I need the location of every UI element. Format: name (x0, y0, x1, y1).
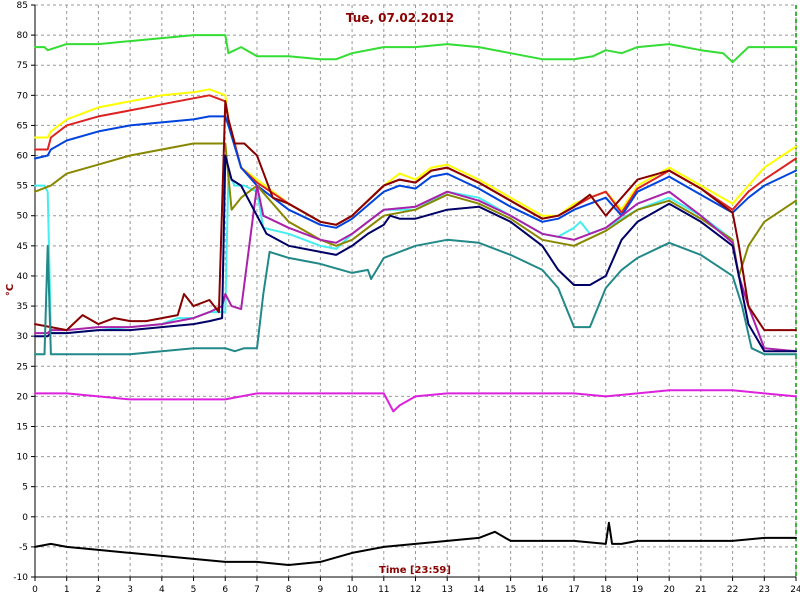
axes: -10-505101520253035404550556065707580850… (13, 1, 800, 595)
x-tick-label: 24 (790, 585, 800, 595)
y-axis-label: °C (5, 284, 16, 296)
y-tick-label: -10 (13, 573, 28, 583)
series-line-4 (34, 115, 797, 229)
x-tick-label: 0 (32, 585, 38, 595)
x-tick-label: 3 (127, 585, 133, 595)
x-tick-label: 18 (600, 585, 612, 595)
y-tick-label: 45 (17, 242, 28, 252)
y-tick-label: 60 (17, 152, 29, 162)
x-tick-label: 15 (505, 585, 516, 595)
y-tick-label: 55 (17, 182, 28, 192)
y-tick-label: 80 (17, 31, 29, 41)
series-line-10 (34, 238, 797, 356)
x-tick-label: 19 (632, 585, 644, 595)
x-axis-label: Time [23:59] (379, 565, 451, 576)
y-tick-label: 15 (17, 422, 28, 432)
x-tick-label: 21 (695, 585, 706, 595)
x-tick-label: 11 (378, 585, 389, 595)
y-tick-label: 70 (17, 91, 29, 101)
series (34, 34, 797, 566)
x-tick-label: 1 (64, 585, 70, 595)
x-tick-label: 14 (473, 585, 485, 595)
y-tick-label: -5 (19, 543, 28, 553)
series-line-6 (34, 142, 797, 277)
y-tick-label: 35 (17, 302, 28, 312)
x-tick-label: 13 (441, 585, 452, 595)
y-tick-label: 50 (17, 212, 29, 222)
x-tick-label: 16 (537, 585, 549, 595)
series-line-8 (34, 100, 797, 332)
y-tick-label: 75 (17, 61, 28, 71)
y-tick-label: 25 (17, 362, 28, 372)
x-tick-label: 6 (222, 585, 228, 595)
y-tick-label: 30 (17, 332, 29, 342)
y-tick-label: 85 (17, 1, 28, 11)
y-tick-label: 10 (17, 453, 29, 463)
y-tick-label: 40 (17, 272, 29, 282)
x-tick-label: 20 (663, 585, 675, 595)
series-line-7 (34, 184, 797, 353)
x-tick-label: 12 (410, 585, 421, 595)
x-tick-label: 2 (96, 585, 102, 595)
series-line-2 (34, 88, 797, 226)
series-line-9 (34, 154, 797, 353)
chart-title: Tue, 07.02.2012 (346, 11, 454, 25)
x-tick-label: 8 (286, 585, 292, 595)
x-tick-label: 7 (254, 585, 260, 595)
series-line-11 (34, 389, 797, 413)
y-tick-label: 5 (22, 483, 28, 493)
x-tick-label: 23 (759, 585, 770, 595)
x-tick-label: 5 (191, 585, 197, 595)
y-tick-label: 65 (17, 121, 28, 131)
x-tick-label: 9 (318, 585, 324, 595)
y-tick-label: 20 (17, 392, 29, 402)
x-tick-label: 22 (727, 585, 738, 595)
y-tick-label: 0 (22, 513, 28, 523)
x-tick-label: 17 (568, 585, 579, 595)
x-tick-label: 4 (159, 585, 165, 595)
grid (34, 4, 797, 578)
series-line-12 (34, 521, 797, 566)
x-tick-label: 10 (346, 585, 358, 595)
series-line-1 (34, 34, 797, 64)
